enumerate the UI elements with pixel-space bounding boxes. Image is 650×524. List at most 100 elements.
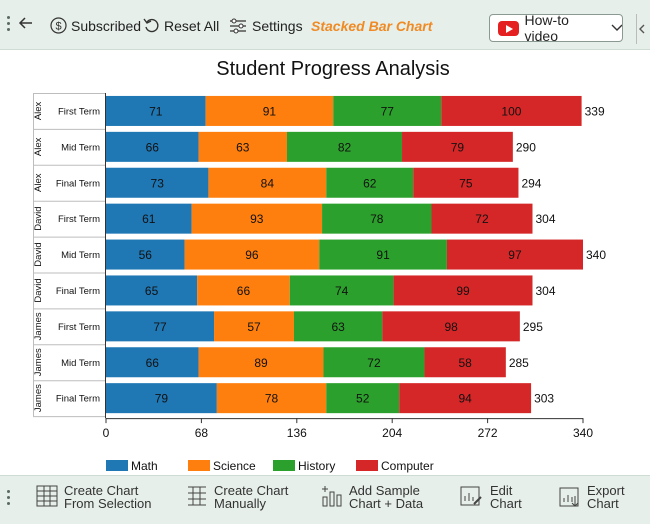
group-tick-label: James bbox=[33, 384, 44, 412]
data-label: 72 bbox=[367, 356, 381, 370]
export-chart-button[interactable]: Export Chart bbox=[558, 484, 625, 510]
legend-swatch-history bbox=[273, 460, 295, 471]
bar-history-7 bbox=[323, 347, 425, 378]
subscribed-button[interactable]: $ Subscribed bbox=[50, 17, 141, 34]
drag-handle-icon[interactable] bbox=[7, 487, 11, 508]
data-label: 71 bbox=[149, 104, 163, 118]
data-label: 79 bbox=[451, 140, 465, 154]
add-sample-button[interactable]: Add Sample Chart + Data bbox=[320, 484, 423, 510]
x-tick-label: 136 bbox=[287, 426, 307, 440]
export-chart-line1: Export bbox=[587, 483, 625, 498]
data-label: 63 bbox=[332, 320, 346, 334]
bars-layer bbox=[106, 95, 583, 414]
edit-chart-icon bbox=[460, 486, 482, 506]
legend-swatch-computer bbox=[356, 460, 378, 471]
bar-science-2 bbox=[208, 167, 327, 198]
total-label: 304 bbox=[535, 284, 555, 298]
bar-science-0 bbox=[205, 95, 334, 126]
data-label: 99 bbox=[456, 284, 470, 298]
category-tick-label: First Term bbox=[58, 106, 100, 117]
bar-history-4 bbox=[319, 239, 447, 270]
data-label: 78 bbox=[370, 212, 384, 226]
sample-chart-icon bbox=[322, 486, 342, 507]
bar-computer-7 bbox=[424, 347, 506, 378]
total-label: 294 bbox=[521, 176, 541, 190]
data-label: 52 bbox=[356, 392, 370, 406]
data-label: 98 bbox=[444, 320, 458, 334]
category-tick-label: Mid Term bbox=[61, 250, 100, 261]
total-label: 290 bbox=[516, 140, 536, 154]
data-label: 79 bbox=[155, 392, 169, 406]
bar-math-2 bbox=[106, 167, 209, 198]
table-icon bbox=[36, 485, 58, 507]
reset-all-button[interactable]: Reset All bbox=[143, 17, 219, 34]
group-tick-label: James bbox=[33, 348, 44, 376]
howto-video-button[interactable]: How-to video bbox=[489, 12, 623, 44]
bar-math-4 bbox=[106, 239, 185, 270]
create-manually-button[interactable]: Create Chart Manually bbox=[186, 484, 288, 510]
bar-history-3 bbox=[322, 203, 432, 234]
chart-area: Student Progress Analysis 71 91 77 100 339 66… bbox=[0, 50, 650, 475]
data-label: 66 bbox=[146, 140, 160, 154]
data-label: 91 bbox=[263, 104, 277, 118]
bar-history-5 bbox=[289, 275, 394, 306]
bottom-toolbar bbox=[0, 475, 650, 524]
settings-button[interactable]: Settings bbox=[229, 17, 303, 34]
create-selection-line1: Create Chart bbox=[64, 483, 139, 498]
drag-handle-icon[interactable] bbox=[7, 13, 11, 34]
data-label: 65 bbox=[145, 284, 159, 298]
category-tick-label: Final Term bbox=[56, 178, 100, 189]
collapse-panel-button[interactable] bbox=[636, 14, 650, 44]
axes-layer: First Term Alex Mid Term Alex Final Term Alex… bbox=[33, 93, 593, 440]
bar-science-6 bbox=[214, 311, 294, 342]
edit-chart-line2: Chart bbox=[490, 496, 522, 511]
legend-label-science: Science bbox=[213, 459, 256, 473]
category-tick-label: First Term bbox=[58, 322, 100, 333]
data-label: 97 bbox=[508, 248, 522, 262]
group-tick-label: James bbox=[33, 312, 44, 340]
youtube-icon bbox=[498, 20, 519, 36]
legend-label-history: History bbox=[298, 459, 335, 473]
edit-chart-line1: Edit bbox=[490, 483, 513, 498]
data-label: 94 bbox=[458, 392, 472, 406]
data-label: 63 bbox=[236, 140, 250, 154]
group-tick-label: Alex bbox=[33, 101, 44, 120]
group-tick-label: David bbox=[33, 242, 44, 266]
data-label: 66 bbox=[146, 356, 160, 370]
total-label: 304 bbox=[535, 212, 555, 226]
data-label: 75 bbox=[459, 176, 473, 190]
x-tick-label: 204 bbox=[382, 426, 402, 440]
data-label: 72 bbox=[475, 212, 489, 226]
legend-label-computer: Computer bbox=[381, 459, 434, 473]
data-label: 57 bbox=[247, 320, 261, 334]
labels-layer: 71 91 77 100 339 66 63 82 79 290 73 84 62 75 294 61 93 78… bbox=[139, 104, 607, 405]
bar-history-1 bbox=[286, 131, 403, 162]
bar-math-8 bbox=[106, 383, 217, 414]
bar-computer-4 bbox=[446, 239, 583, 270]
group-tick-label: Alex bbox=[33, 137, 44, 156]
export-icon bbox=[559, 487, 579, 507]
bar-computer-0 bbox=[441, 95, 582, 126]
data-label: 62 bbox=[363, 176, 377, 190]
chevron-left-icon bbox=[639, 24, 645, 34]
x-tick-label: 272 bbox=[478, 426, 498, 440]
category-tick-label: Mid Term bbox=[61, 142, 100, 153]
edit-chart-button[interactable]: Edit Chart bbox=[459, 484, 522, 510]
data-label: 77 bbox=[153, 320, 167, 334]
bar-math-5 bbox=[106, 275, 198, 306]
add-sample-line2: Chart + Data bbox=[349, 496, 424, 511]
howto-label: How-to video bbox=[524, 12, 569, 44]
data-label: 66 bbox=[237, 284, 251, 298]
data-label: 93 bbox=[250, 212, 264, 226]
bar-science-3 bbox=[191, 203, 323, 234]
subscribed-label: Subscribed bbox=[71, 17, 142, 34]
bar-computer-1 bbox=[402, 131, 513, 162]
back-button[interactable] bbox=[18, 15, 34, 31]
export-chart-line2: Chart bbox=[587, 496, 619, 511]
bar-math-3 bbox=[106, 203, 192, 234]
bar-science-4 bbox=[184, 239, 320, 270]
svg-text:$: $ bbox=[55, 21, 61, 33]
category-tick-label: Mid Term bbox=[61, 358, 100, 369]
data-label: 56 bbox=[139, 248, 153, 262]
create-from-selection-button[interactable]: Create Chart From Selection bbox=[36, 484, 151, 510]
